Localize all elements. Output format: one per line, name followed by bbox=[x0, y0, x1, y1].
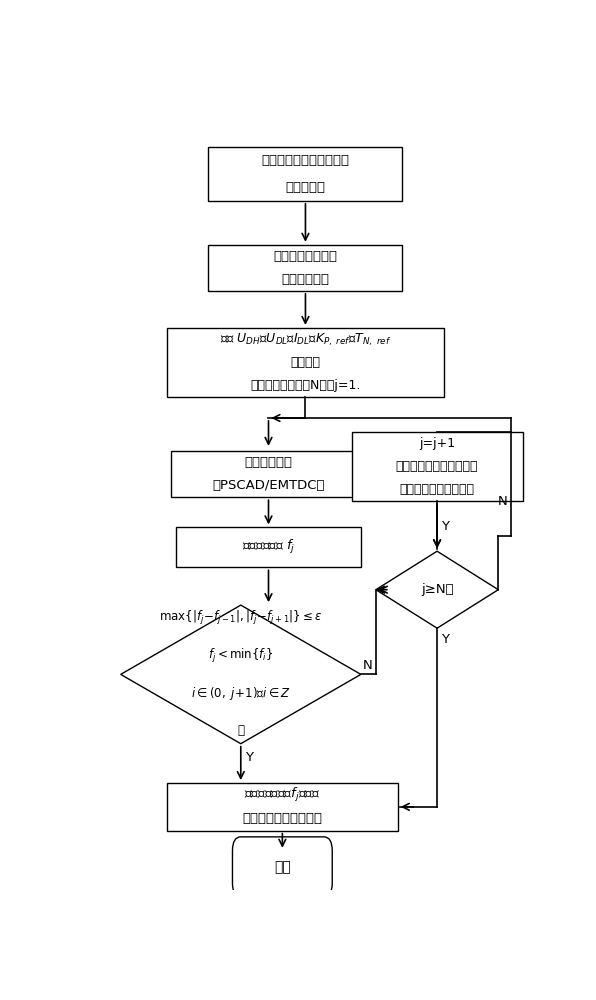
Text: j=j+1: j=j+1 bbox=[419, 437, 455, 450]
Text: $f_j < \mathrm{min}\{f_i\}$: $f_j < \mathrm{min}\{f_i\}$ bbox=[208, 647, 274, 665]
Text: 化样本点集: 化样本点集 bbox=[285, 181, 325, 194]
Text: 的七个优化变量参数値: 的七个优化变量参数値 bbox=[243, 812, 322, 825]
Text: （PSCAD/EMTDC）: （PSCAD/EMTDC） bbox=[212, 479, 325, 492]
Text: 给定 $U_{DH}$、$U_{DL}$、$I_{DL}$、$K_{P,\ ref}$、$T_{N,\ ref}$: 给定 $U_{DH}$、$U_{DL}$、$I_{DL}$、$K_{P,\ re… bbox=[220, 331, 391, 348]
Text: N: N bbox=[363, 659, 372, 672]
FancyBboxPatch shape bbox=[352, 432, 523, 501]
Polygon shape bbox=[376, 551, 498, 628]
Text: ？: ？ bbox=[237, 724, 244, 737]
FancyBboxPatch shape bbox=[167, 783, 398, 831]
FancyBboxPatch shape bbox=[167, 328, 444, 397]
Text: 计算目标函数 $f_j$: 计算目标函数 $f_j$ bbox=[242, 538, 295, 556]
Polygon shape bbox=[120, 605, 361, 744]
Text: 初始値；: 初始値； bbox=[290, 356, 321, 369]
Text: j≥N？: j≥N？ bbox=[421, 583, 454, 596]
FancyBboxPatch shape bbox=[209, 147, 402, 201]
FancyBboxPatch shape bbox=[176, 527, 361, 567]
Text: $\mathrm{max}\{|f_j\!-\!f_{j-1}|,|f_j\!-\!f_{j+1}|\}\leq\varepsilon$: $\mathrm{max}\{|f_j\!-\!f_{j-1}|,|f_j\!-… bbox=[159, 609, 322, 627]
Text: Y: Y bbox=[245, 751, 253, 764]
Text: 输出目标函数为$f_j$时对应: 输出目标函数为$f_j$时对应 bbox=[244, 786, 321, 804]
Text: 产生新的优化变量初値: 产生新的优化变量初値 bbox=[399, 483, 474, 496]
Text: $i\in(0,\ j\!+\!1)$，$i\in Z$: $i\in(0,\ j\!+\!1)$，$i\in Z$ bbox=[191, 685, 291, 702]
Text: 电磁暂态仿真建模: 电磁暂态仿真建模 bbox=[274, 250, 337, 263]
Text: 建立优化可行域并取出优: 建立优化可行域并取出优 bbox=[262, 154, 349, 167]
Text: 结束: 结束 bbox=[274, 860, 291, 874]
Text: N: N bbox=[498, 495, 508, 508]
FancyBboxPatch shape bbox=[232, 837, 332, 897]
Text: 采用粒子群算法优化方法: 采用粒子群算法优化方法 bbox=[396, 460, 479, 473]
FancyBboxPatch shape bbox=[172, 451, 365, 497]
Text: Y: Y bbox=[442, 633, 449, 646]
Text: 嵌入目标函数: 嵌入目标函数 bbox=[281, 273, 330, 286]
Text: 电磁暂态仿真: 电磁暂态仿真 bbox=[244, 456, 293, 469]
FancyBboxPatch shape bbox=[209, 245, 402, 291]
Text: Y: Y bbox=[442, 520, 449, 533]
Text: 设定优化次数上限N，令j=1.: 设定优化次数上限N，令j=1. bbox=[250, 379, 361, 392]
